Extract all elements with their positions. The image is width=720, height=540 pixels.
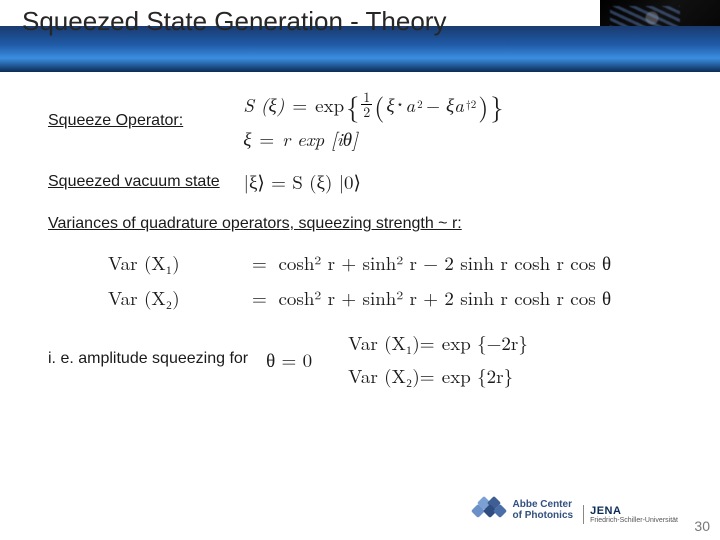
squeeze-operator-eqs: S (ξ) = exp { 12 ( ξ⋆ a2 − ξa†2 )} ξ = r…: [243, 90, 503, 152]
abbe-logo-text: Abbe Center of Photonics: [513, 499, 574, 521]
variances-label: Variances of quadrature operators, squee…: [48, 215, 462, 233]
amp1-rhs: exp {−2r}: [442, 329, 528, 356]
var1-eq: =: [244, 249, 274, 276]
amplitude-squeezing-row: i. e. amplitude squeezing for θ = 0 Var …: [48, 329, 672, 389]
var2-rhs: cosh² r + sinh² r + 2 sinh r cosh r cos …: [278, 284, 672, 311]
amplitude-condition: θ = 0: [266, 346, 312, 373]
squeeze-operator-eq1: S (ξ) = exp { 12 ( ξ⋆ a2 − ξa†2 )}: [243, 90, 503, 119]
squeeze-operator-row: Squeeze Operator: S (ξ) = exp { 12 ( ξ⋆ …: [48, 90, 672, 152]
var2-lhs: Var (X₂): [108, 284, 240, 311]
var2-eq: =: [244, 284, 274, 311]
squeeze-operator-eq2: ξ = r exp [iθ]: [243, 125, 358, 152]
page-number: 30: [694, 518, 710, 534]
slide-body: Squeeze Operator: S (ξ) = exp { 12 ( ξ⋆ …: [48, 90, 672, 389]
squeezed-vacuum-label: Squeezed vacuum state: [48, 173, 220, 191]
jena-logo: JENA Friedrich-Schiller-Universität: [583, 505, 678, 524]
amplitude-label: i. e. amplitude squeezing for: [48, 350, 248, 368]
var1-rhs: cosh² r + sinh² r − 2 sinh r cosh r cos …: [278, 249, 672, 276]
amp1-eq: =: [420, 329, 442, 356]
amp1-lhs: Var (X₁): [348, 329, 420, 356]
var1-lhs: Var (X₁): [108, 249, 240, 276]
amplitude-equations: Var (X₁) = exp {−2r} Var (X₂) = exp {2r}: [348, 329, 528, 389]
amp2-lhs: Var (X₂): [348, 362, 420, 389]
variance-equations: Var (X₁) = cosh² r + sinh² r − 2 sinh r …: [108, 249, 672, 311]
abbe-logo: Abbe Center of Photonics: [473, 496, 574, 524]
abbe-logo-icon: [473, 496, 507, 524]
amp2-eq: =: [420, 362, 442, 389]
slide-root: ICO Squeezed State Generation - Theory S…: [0, 0, 720, 540]
slide-title: Squeezed State Generation - Theory: [22, 6, 446, 37]
squeezed-vacuum-row: Squeezed vacuum state |ξ⟩ = S (ξ) |0⟩: [48, 168, 672, 195]
jena-bot: Friedrich-Schiller-Universität: [590, 517, 678, 524]
squeezed-vacuum-eq: |ξ⟩ = S (ξ) |0⟩: [244, 168, 361, 195]
variances-label-row: Variances of quadrature operators, squee…: [48, 215, 672, 233]
amp2-rhs: exp {2r}: [442, 362, 528, 389]
jena-top: JENA: [590, 505, 621, 517]
footer-logo-block: Abbe Center of Photonics JENA Friedrich-…: [473, 496, 678, 524]
squeeze-operator-label: Squeeze Operator:: [48, 112, 183, 130]
